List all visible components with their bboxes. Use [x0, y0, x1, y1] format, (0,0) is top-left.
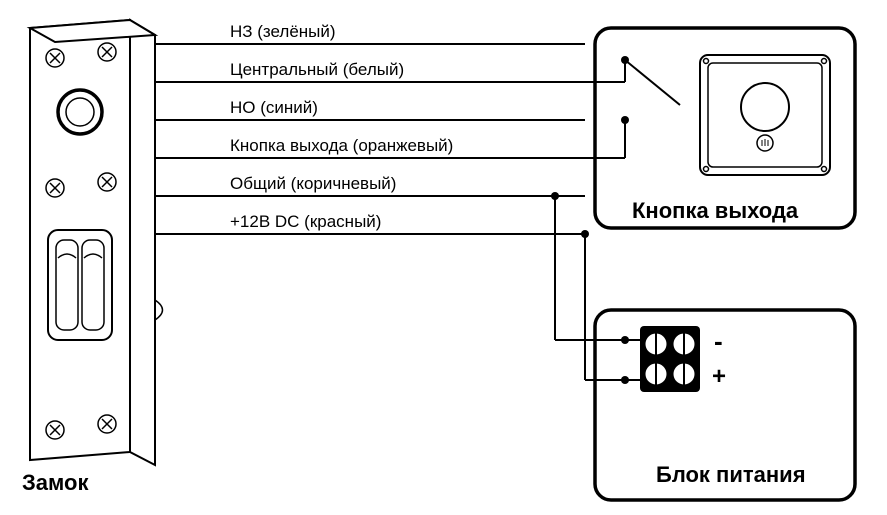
wire-label-v12: +12В DC (красный)	[230, 212, 381, 232]
svg-text:+: +	[712, 363, 726, 390]
wiring-diagram-svg: -+	[0, 0, 887, 515]
power-supply-label: Блок питания	[656, 462, 806, 488]
wire-label-nc: НЗ (зелёный)	[230, 22, 336, 42]
exit-button-label: Кнопка выхода	[632, 198, 798, 224]
svg-text:-: -	[714, 326, 723, 356]
wire-label-button: Кнопка выхода (оранжевый)	[230, 136, 453, 156]
lock-device	[30, 20, 163, 465]
wire-label-com: Центральный (белый)	[230, 60, 404, 80]
wire-label-gnd: Общий (коричневый)	[230, 174, 396, 194]
wire-label-no: НО (синий)	[230, 98, 318, 118]
lock-label: Замок	[22, 470, 88, 496]
